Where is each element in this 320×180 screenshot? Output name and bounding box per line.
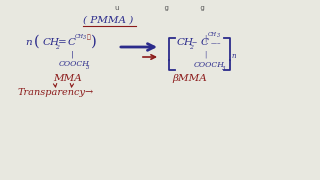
Text: CH: CH	[75, 34, 84, 39]
Text: 3: 3	[217, 33, 220, 38]
Text: 2: 2	[55, 45, 59, 50]
Text: |: |	[71, 50, 74, 58]
Text: ✓: ✓	[87, 34, 91, 40]
Text: 3: 3	[83, 35, 86, 40]
Text: CH: CH	[43, 38, 60, 47]
Text: C: C	[201, 38, 209, 47]
Text: ): )	[91, 35, 97, 49]
Text: |: |	[204, 34, 206, 42]
Text: =: =	[58, 38, 67, 47]
Text: u                    g              g: u g g	[115, 5, 205, 11]
Text: CH: CH	[177, 38, 194, 47]
Text: –: –	[192, 38, 197, 47]
Text: MMA: MMA	[53, 74, 82, 83]
Text: COOCH: COOCH	[59, 60, 90, 68]
Text: |: |	[204, 50, 206, 58]
Text: ( PMMA ): ( PMMA )	[83, 16, 133, 25]
Text: –––: –––	[211, 39, 221, 47]
Text: n: n	[25, 38, 32, 47]
Text: n: n	[232, 52, 236, 60]
Text: 3: 3	[86, 65, 90, 70]
Text: 3: 3	[222, 66, 226, 71]
Text: CH: CH	[208, 32, 217, 37]
Text: (: (	[34, 35, 40, 49]
Text: C: C	[68, 38, 76, 47]
Text: Transparency→: Transparency→	[18, 88, 94, 97]
Text: βMMA: βMMA	[172, 74, 207, 83]
Text: 2: 2	[189, 45, 193, 50]
Text: COOCH: COOCH	[194, 61, 225, 69]
